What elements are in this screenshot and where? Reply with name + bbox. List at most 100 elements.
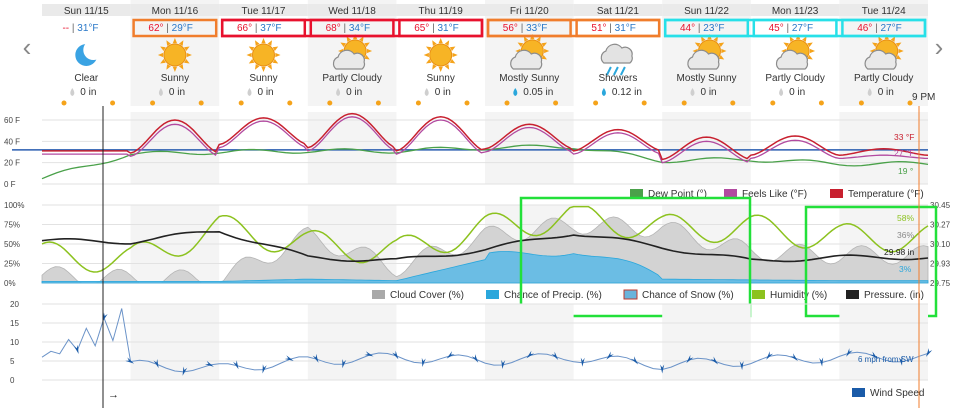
sun-dot (464, 100, 470, 106)
day-condition: Partly Cloudy (765, 73, 824, 84)
y2-tick-label: 29.75 (930, 279, 951, 288)
precip-area (41, 251, 929, 284)
legend-swatch (846, 290, 859, 299)
raindrop-icon (867, 88, 872, 96)
sun-dot (61, 100, 67, 106)
day-condition: Sunny (161, 73, 189, 84)
day-precip: 0 in (789, 87, 805, 98)
sun-dot (415, 100, 421, 106)
day-condition: Showers (598, 73, 637, 84)
wind-arrow-icon (421, 357, 426, 368)
day-temps: 51° | 31°F (591, 23, 636, 34)
humidity-end-label: 58% (897, 213, 914, 223)
day-temps: 46° | 27°F (857, 23, 902, 34)
day-label: Mon 11/16 (152, 6, 199, 17)
temp-highlight-group (220, 18, 484, 38)
wind-arrow-icon (262, 364, 267, 374)
raindrop-icon (70, 88, 75, 96)
day-condition: Mostly Sunny (676, 73, 736, 84)
day-condition: Sunny (249, 73, 277, 84)
wind-arrow-icon (446, 351, 455, 359)
partly-cloudy-icon (864, 34, 904, 70)
y-tick-label: 75% (4, 221, 20, 230)
day-temps: 56° | 33°F (503, 23, 548, 34)
wind-arrow-icon (342, 358, 347, 369)
wind-arrow-icon (790, 353, 798, 362)
day-header-bg (130, 4, 220, 16)
raindrop-icon (513, 88, 518, 96)
day-label: Tue 11/24 (862, 6, 906, 17)
wind-arrow-icon (710, 356, 719, 365)
wind-end-label: 6 mph from SW (858, 355, 914, 364)
legend-swatch (852, 388, 865, 397)
day-header-bg (396, 4, 485, 16)
legend-label: Dew Point (°) (648, 189, 707, 200)
legend-label: Pressure. (in) (864, 290, 924, 301)
legend-swatch (724, 189, 737, 198)
wind-arrow-icon (182, 366, 188, 376)
wind-arrow-icon (926, 348, 933, 357)
legend-swatch (752, 290, 765, 299)
sun-dot (198, 100, 204, 106)
day-header-bg (662, 4, 751, 16)
sun-dot (681, 100, 687, 106)
temp-highlight-box (132, 18, 218, 38)
partly-cloudy-icon (510, 34, 550, 70)
sun-dot (375, 100, 381, 106)
day-precip: 0.12 in (612, 87, 642, 98)
wind-arrow-icon (819, 357, 824, 367)
y-tick-label: 0 (10, 376, 15, 385)
wind-arrow-icon (73, 344, 79, 355)
partly-cloudy-icon (332, 34, 373, 70)
day-temps: 62° | 29°F (148, 23, 193, 34)
wind-arrow-icon (551, 351, 559, 361)
day-precip: 0.05 in (523, 87, 553, 98)
day-header-bg (219, 4, 308, 16)
y-tick-label: 50% (4, 240, 20, 249)
y-tick-label: 40 F (4, 137, 20, 146)
next-arrow-icon[interactable]: › (934, 32, 944, 62)
prev-arrow-icon[interactable]: ‹ (22, 32, 32, 62)
day-precip: 0 in (346, 87, 362, 98)
wind-arrow-icon (739, 361, 744, 371)
sun-icon (157, 38, 192, 72)
wind-arrow-icon (630, 356, 639, 365)
day-precip: 0 in (701, 87, 717, 98)
day-condition: Partly Cloudy (322, 73, 381, 84)
annotation-box (519, 196, 752, 318)
day-condition: Sunny (427, 73, 455, 84)
y2-tick-label: 30.10 (930, 240, 951, 249)
y2-tick-label: 30.45 (930, 201, 951, 210)
sun-dot (858, 100, 864, 106)
day-condition: Mostly Sunny (499, 73, 559, 84)
y2-tick-label: 29.93 (930, 260, 951, 269)
day-header-bg (42, 4, 131, 16)
wind-arrow-icon (501, 359, 506, 369)
panel-shade (662, 112, 751, 184)
showers-icon (600, 43, 633, 76)
day-temps: 45° | 27°F (769, 23, 814, 34)
y-tick-label: 10 (10, 338, 19, 347)
raindrop-icon (158, 88, 163, 96)
temp-highlight-group (663, 18, 927, 38)
day-label: Mon 11/23 (772, 6, 819, 17)
now-arrow: → (108, 389, 119, 401)
dew-point-line (41, 144, 929, 180)
day-condition: Partly Cloudy (854, 73, 913, 84)
sun-dot (730, 100, 736, 106)
wind-arrow-icon (660, 364, 665, 374)
day-precip: 0 in (435, 87, 451, 98)
day-label: Thu 11/19 (419, 6, 464, 17)
sun-dot (593, 100, 599, 106)
day-label: Wed 11/18 (328, 6, 376, 17)
wind-arrow-icon (526, 350, 535, 359)
wind-arrow-icon (312, 353, 319, 363)
day-label: Sun 11/22 (684, 6, 729, 17)
wind-arrow-icon (686, 354, 694, 364)
time-label: 9 PM (912, 92, 935, 103)
legend-label: Cloud Cover (%) (390, 290, 464, 301)
precip-end-label: 3% (899, 264, 912, 274)
day-precip: 0 in (878, 87, 894, 98)
day-header-bg (485, 4, 574, 16)
